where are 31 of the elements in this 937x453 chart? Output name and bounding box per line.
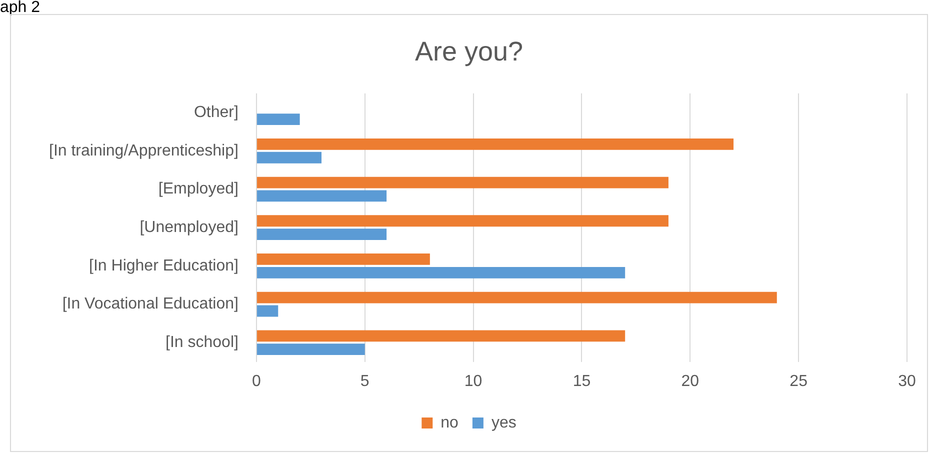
- bar: [256, 292, 777, 304]
- bar: [256, 228, 387, 240]
- text: aph 2: [0, 0, 40, 16]
- y-tick-label: Other]: [194, 104, 238, 121]
- bar: [256, 176, 668, 188]
- x-tick-label: 0: [252, 372, 261, 390]
- x-tick-label: 25: [790, 372, 808, 390]
- x-tick-label: 10: [464, 372, 482, 390]
- bar: [256, 138, 734, 150]
- x-tick-label: 30: [898, 372, 916, 390]
- bar: [256, 190, 387, 202]
- x-tick-label: 5: [360, 372, 370, 390]
- x-tick-label: 15: [572, 372, 591, 390]
- bar: [256, 152, 322, 164]
- y-tick-label: [In Higher Education]: [89, 257, 238, 274]
- chart-title: Are you?: [414, 36, 524, 67]
- bar: [256, 330, 626, 342]
- bar: [256, 266, 626, 278]
- bar: [256, 344, 365, 356]
- y-tick-label: [In Vocational Education]: [62, 296, 238, 313]
- y-tick-label: [Unemployed]: [140, 219, 238, 236]
- y-tick-label: [Employed]: [158, 180, 238, 198]
- y-tick-label: [In school]: [166, 334, 238, 352]
- x-tick-label: 20: [681, 372, 700, 390]
- bar: [256, 215, 668, 227]
- bar: [256, 114, 300, 125]
- bar: [256, 305, 278, 317]
- y-tick-label: [In training/Apprenticeship]: [48, 142, 238, 160]
- bar: [256, 254, 430, 265]
- legend-label: no: [440, 414, 459, 432]
- legend-label: yes: [491, 414, 516, 432]
